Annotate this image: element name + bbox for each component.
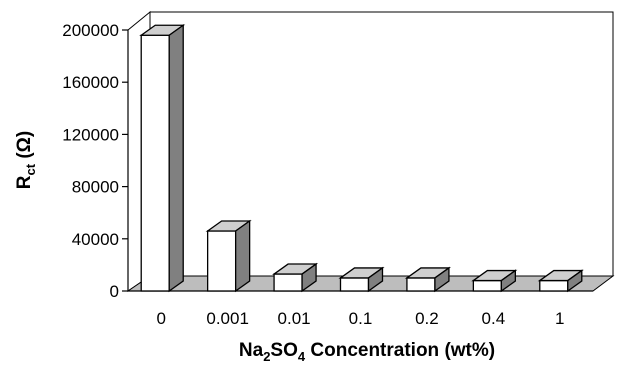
bar-side-face: [168, 23, 184, 293]
x-axis-title-sub1: 2: [263, 349, 270, 364]
bar-0.01: [272, 262, 319, 293]
y-tick-label: 0: [110, 282, 119, 301]
bar-front-face: [472, 279, 503, 292]
x-tick-label: 0.4: [482, 309, 506, 328]
y-tick-label: 80000: [72, 178, 119, 197]
chart-frame: [126, 10, 615, 292]
y-axis-title-rest: (Ω): [14, 131, 35, 164]
bar-front-face: [406, 277, 436, 292]
bars: [139, 23, 584, 293]
y-axis-title: Rct (Ω): [14, 131, 38, 189]
bar-1: [537, 269, 584, 293]
x-tick-label: 0.01: [278, 309, 311, 328]
y-tick-label: 200000: [62, 21, 119, 40]
x-axis-title-rest: Concentration (wt%): [305, 340, 495, 361]
x-tick-labels: 0 0.001 0.01 0.1 0.2 0.4 1: [156, 309, 564, 328]
y-axis-title-sub: ct: [23, 163, 38, 175]
x-tick-label: 0.1: [349, 309, 373, 328]
x-axis-title-part2: SO: [270, 340, 297, 361]
bar-front-face: [140, 34, 170, 292]
bar-front-face: [539, 279, 569, 292]
bar-front-face: [273, 273, 303, 292]
x-axis-title: Na2SO4 Concentration (wt%): [239, 340, 495, 364]
bar-side-face: [434, 266, 450, 293]
x-axis-title-sub2: 4: [298, 349, 306, 364]
bar-side-face: [234, 219, 251, 293]
bar-front-face: [206, 230, 237, 292]
y-tick-label: 160000: [62, 73, 119, 92]
bar-side-face: [367, 266, 384, 293]
bar-side-face: [301, 262, 317, 293]
bar-side-face: [567, 269, 583, 293]
x-axis-title-part1: Na: [239, 340, 264, 361]
bar-0.1: [338, 266, 385, 293]
bar-0: [139, 23, 186, 293]
x-tick-label: 1: [555, 309, 564, 328]
bar-0.4: [471, 269, 518, 293]
bar-front-face: [339, 277, 370, 292]
y-axis-title-main: R: [14, 175, 35, 189]
bar-side-face: [500, 269, 517, 293]
bar-0.2: [404, 266, 451, 293]
x-tick-label: 0.2: [415, 309, 439, 328]
y-tick-label: 120000: [62, 125, 119, 144]
y-ticks: 0 40000 80000 120000 160000 200000: [62, 21, 128, 301]
bar-0.001: [205, 219, 252, 293]
x-tick-label: 0: [156, 309, 165, 328]
y-tick-label: 40000: [72, 230, 119, 249]
x-tick-label: 0.001: [206, 309, 249, 328]
